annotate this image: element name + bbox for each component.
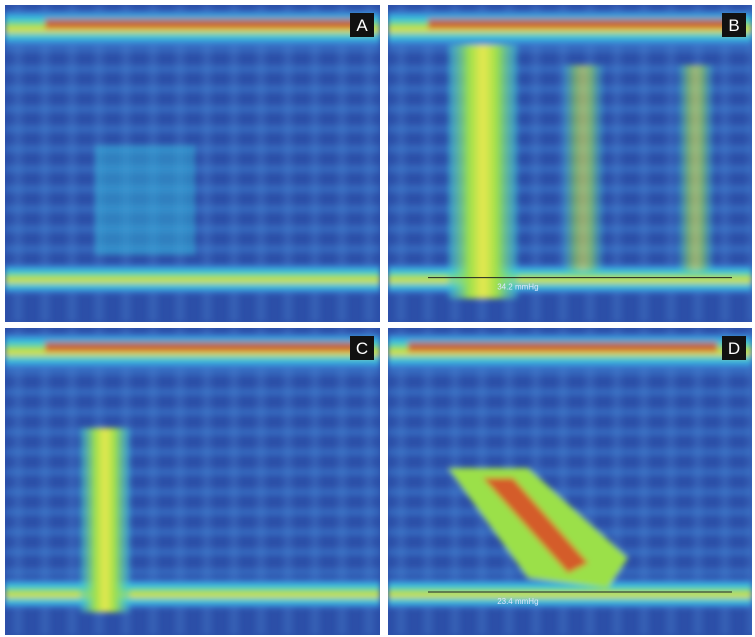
stripe xyxy=(5,448,380,456)
stripe xyxy=(5,568,380,576)
stripe xyxy=(5,488,380,496)
stripe xyxy=(5,65,380,73)
figure: A B 34.2 mmHg C D 23.4 mmHg xyxy=(0,0,755,637)
stripe xyxy=(5,368,380,376)
les-band xyxy=(388,580,752,608)
stripe xyxy=(5,85,380,93)
measure: 34.2 mmHg xyxy=(497,283,538,292)
stripe xyxy=(5,408,380,416)
stripe xyxy=(5,428,380,436)
les-band xyxy=(5,265,380,293)
stripe xyxy=(5,468,380,476)
manometry-plot: C xyxy=(5,328,380,635)
stripe xyxy=(5,548,380,556)
stripe xyxy=(5,388,380,396)
contraction xyxy=(95,145,195,255)
stripe xyxy=(5,528,380,536)
manometry-plot: A xyxy=(5,5,380,322)
stripe xyxy=(5,508,380,516)
contraction xyxy=(80,428,130,612)
ues-peak xyxy=(45,342,364,352)
ues-peak xyxy=(428,19,737,29)
contraction xyxy=(563,65,603,271)
stripe xyxy=(5,125,380,133)
stripe xyxy=(5,45,380,53)
panel-tag: D xyxy=(728,339,740,358)
measure: 23.4 mmHg xyxy=(497,597,538,606)
manometry-plot: B 34.2 mmHg xyxy=(388,5,752,322)
stripe xyxy=(5,105,380,113)
les-band xyxy=(5,580,380,608)
ues-peak xyxy=(45,19,364,29)
ues-peak xyxy=(408,342,717,352)
contraction xyxy=(448,45,518,299)
contraction xyxy=(678,65,713,271)
panel-tag: B xyxy=(728,16,739,35)
panel-tag: A xyxy=(356,16,368,35)
manometry-plot: D 23.4 mmHg xyxy=(388,328,752,635)
panel-tag: C xyxy=(356,339,368,358)
